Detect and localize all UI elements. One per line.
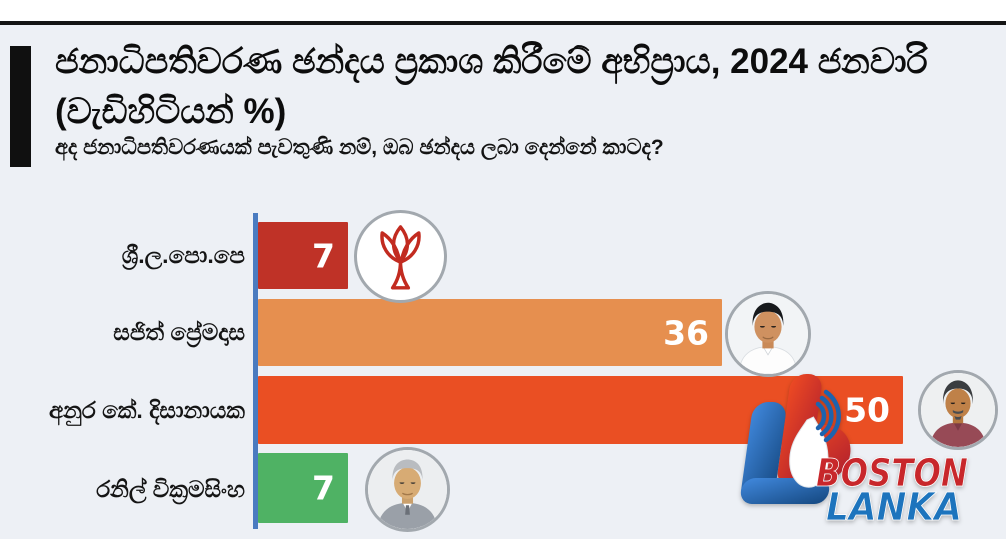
bar-value-label: 7 [312, 468, 335, 508]
chart-title-line1: ජනාධිපතිවරණ ඡන්දය ප්‍රකාශ කිරීමේ අභිප්‍ර… [55, 42, 928, 81]
boston-lanka-logo-svg: BOSTON LANKA [740, 374, 968, 529]
anura-portrait-svg [921, 373, 995, 447]
lotus-bud-symbol-svg [358, 214, 443, 299]
bar-ranil-wickremesinghe: 7 [258, 453, 348, 523]
ranil-wickremesinghe-avatar [365, 447, 450, 532]
radio-waves-icon [815, 389, 841, 443]
chart-title-line2: (වැඩිහිටියන් %) [55, 92, 287, 131]
bar-value-label: 36 [663, 313, 709, 352]
ranil-portrait-svg [368, 450, 447, 529]
sajith-premadasa-avatar [725, 291, 811, 377]
logo-word-lanka: LANKA [826, 485, 962, 529]
bar-sajith-premadasa: 36 [258, 299, 722, 366]
top-divider-rule [0, 21, 1006, 25]
category-label-slpp: ශ්‍රී.ල.පො.පෙ [121, 242, 245, 268]
title-accent-bar [10, 46, 31, 167]
category-label-ranil-wickremesinghe: රනිල් වික්‍රමසිංහ [96, 476, 245, 502]
category-label-anura-dissanayake: අනුර කේ. දිසානායක [48, 397, 245, 423]
bar-value-label: 50 [844, 390, 890, 430]
logo-word-boston: BOSTON [816, 451, 968, 495]
category-label-sajith-premadasa: සජිත් ප්‍රේමදාස [113, 319, 245, 345]
slpp-lotus-bud-icon [354, 210, 447, 303]
logo-monogram [740, 374, 851, 504]
bar-value-label: 7 [312, 236, 335, 275]
bar-slpp: 7 [258, 222, 348, 289]
boston-lanka-logo: BOSTON LANKA [726, 370, 1006, 538]
anura-dissanayake-avatar [918, 370, 998, 450]
chart-question-subtitle: අද ජනාධිපතිවරණයක් පැවතුණි නම්, ඔබ ඡන්දය … [55, 136, 664, 159]
sri-lanka-map-shape [789, 416, 829, 488]
y-axis-line [253, 213, 258, 529]
top-white-strip [0, 0, 1006, 21]
sajith-portrait-svg [728, 294, 808, 374]
